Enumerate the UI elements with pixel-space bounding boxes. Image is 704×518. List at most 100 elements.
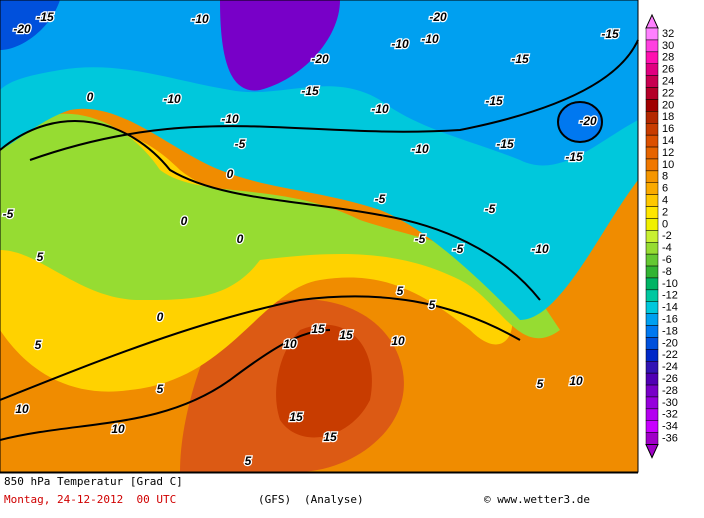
contour-label: -10 xyxy=(371,102,389,116)
legend-swatch xyxy=(645,39,659,53)
legend-swatch xyxy=(645,337,659,350)
legend-swatch xyxy=(645,206,659,219)
legend-label: 24 xyxy=(662,76,674,88)
legend-swatch xyxy=(645,134,659,148)
contour-label: -5 xyxy=(453,242,464,256)
legend-swatch xyxy=(645,146,659,160)
contour-label: 5 xyxy=(537,377,544,391)
legend-label: -16 xyxy=(662,314,678,326)
contour-label: 5 xyxy=(397,284,404,298)
contour-label: -15 xyxy=(496,137,514,151)
contour-label: -20 xyxy=(13,22,31,36)
legend-label: 2 xyxy=(662,206,668,218)
legend-label: -10 xyxy=(662,278,678,290)
footer-title: 850 hPa Temperatur [Grad C] xyxy=(4,475,183,488)
legend-label: 16 xyxy=(662,123,674,135)
contour-label: 5 xyxy=(37,250,44,264)
legend-swatch xyxy=(645,51,659,64)
contour-label: 10 xyxy=(391,334,405,348)
legend-swatch xyxy=(645,194,659,207)
contour-label: 5 xyxy=(157,382,164,396)
legend-label: -2 xyxy=(662,230,672,242)
contour-labels: -20 -15 -15 -10 -20 -15 -10 -20 -15 -10 -20 -15 -15 -… xyxy=(1,9,620,470)
isotherm-minus-ten xyxy=(29,39,639,161)
isotherm-ten xyxy=(0,329,331,441)
legend-label: 12 xyxy=(662,147,674,159)
contour-label: 5 xyxy=(429,298,436,312)
contour-label: 10 xyxy=(15,402,29,416)
legend-label: -30 xyxy=(662,397,678,409)
legend-swatch xyxy=(645,253,659,267)
legend-label: 4 xyxy=(662,195,668,207)
contour-label: 15 xyxy=(289,410,303,424)
legend-label: 28 xyxy=(662,52,674,64)
legend-swatch xyxy=(645,372,659,386)
purple-zone xyxy=(220,0,340,91)
legend-arrow-bottom xyxy=(645,444,659,459)
map-frame xyxy=(0,0,639,473)
footer-run: (Analyse) xyxy=(304,493,364,506)
legend-label: 8 xyxy=(662,171,668,183)
legend-swatch xyxy=(645,218,659,231)
legend-swatch xyxy=(645,87,659,100)
legend-label: 30 xyxy=(662,40,674,52)
legend-label: -18 xyxy=(662,325,678,337)
legend-swatch xyxy=(645,277,659,291)
legend-swatch xyxy=(645,182,659,195)
contour-label: 10 xyxy=(283,337,297,351)
green-zone xyxy=(0,113,560,339)
contour-label: -5 xyxy=(235,137,246,151)
contour-label: -10 xyxy=(221,112,239,126)
cold-corner xyxy=(0,0,60,50)
contour-label: 5 xyxy=(245,454,252,468)
legend-label: -28 xyxy=(662,385,678,397)
legend-label: 20 xyxy=(662,99,674,111)
legend-swatch xyxy=(645,75,659,88)
contour-label: -10 xyxy=(411,142,429,156)
contour-label: -15 xyxy=(511,52,529,66)
warm-core-inner xyxy=(276,324,372,438)
legend-label: -4 xyxy=(662,242,672,254)
contour-label: -5 xyxy=(415,232,426,246)
legend-swatch xyxy=(645,230,659,243)
legend-arrow-top xyxy=(645,13,659,29)
legend-swatch xyxy=(645,325,659,338)
legend-swatch xyxy=(645,432,659,445)
contour-label: -10 xyxy=(191,12,209,26)
legend-swatch xyxy=(645,63,659,76)
contour-label: -10 xyxy=(391,37,409,51)
contour-label: -15 xyxy=(36,10,54,24)
contour-label: 10 xyxy=(569,374,583,388)
contour-label: 0 xyxy=(181,214,188,228)
legend-swatch xyxy=(645,289,659,303)
legend-swatch xyxy=(645,313,659,326)
legend-label: 14 xyxy=(662,135,674,147)
legend-swatch xyxy=(645,301,659,314)
footer-credit: © www.wetter3.de xyxy=(484,493,590,506)
footer-date: Montag, 24-12-2012 00 UTC xyxy=(4,493,176,506)
legend-label: 32 xyxy=(662,28,674,40)
legend-label: -22 xyxy=(662,349,678,361)
legend-label: 26 xyxy=(662,64,674,76)
legend-label: -8 xyxy=(662,266,672,278)
legend-swatch xyxy=(645,396,659,410)
legend-label: 22 xyxy=(662,87,674,99)
legend: 32302826242220181614121086420-2-4-6-8-10… xyxy=(645,13,678,459)
legend-swatch xyxy=(645,349,659,362)
contour-label: -20 xyxy=(311,52,329,66)
legend-label: 18 xyxy=(662,111,674,123)
contour-label: -20 xyxy=(579,114,597,128)
contour-label: -15 xyxy=(301,84,319,98)
contour-label: 0 xyxy=(87,90,94,104)
contour-label: 0 xyxy=(157,310,164,324)
legend-swatch xyxy=(645,123,659,136)
legend-label: -26 xyxy=(662,373,678,385)
legend-swatch xyxy=(645,99,659,112)
legend-label: -12 xyxy=(662,290,678,302)
contour-label: -5 xyxy=(375,192,386,206)
contour-label: -10 xyxy=(531,242,549,256)
legend-label: -36 xyxy=(662,433,678,445)
legend-swatch xyxy=(645,242,659,255)
contour-label: 0 xyxy=(227,167,234,181)
